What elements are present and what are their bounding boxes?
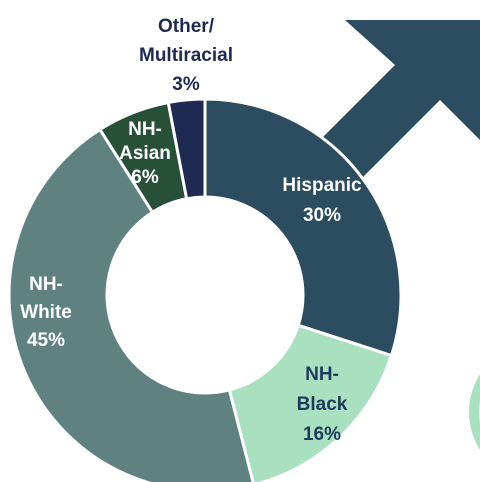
label-line: NH- xyxy=(305,364,339,385)
slice xyxy=(7,127,255,482)
value-label: 16% xyxy=(303,424,341,445)
value-label: 30% xyxy=(303,205,341,226)
label-line: NH- xyxy=(29,274,63,295)
value-label: 45% xyxy=(27,330,65,351)
slice xyxy=(203,97,403,358)
label-line: Black xyxy=(297,394,348,415)
donut xyxy=(7,97,403,482)
decor-ring xyxy=(469,374,480,450)
label-line: White xyxy=(20,302,72,323)
slice-label: Hispanic xyxy=(282,175,362,196)
label-line: Other/ xyxy=(158,16,215,37)
slice-label: NH- White xyxy=(20,274,72,323)
slice-label: Other/Multiracial xyxy=(139,16,233,66)
label-line: Multiracial xyxy=(139,45,233,66)
slice-label: NH- Asian xyxy=(119,119,171,164)
slice xyxy=(227,323,394,482)
label-line: Hispanic xyxy=(282,175,362,196)
labels: Hispanic 30% NH- Black 16% NH- White 45% NH- Asia… xyxy=(20,16,362,445)
slice-label: NH- Black xyxy=(297,364,348,415)
label-line: NH- xyxy=(128,119,162,140)
value-label: 3% xyxy=(172,74,200,95)
label-line: Asian xyxy=(119,143,171,164)
value-label: 6% xyxy=(131,167,159,188)
slice xyxy=(166,97,207,201)
